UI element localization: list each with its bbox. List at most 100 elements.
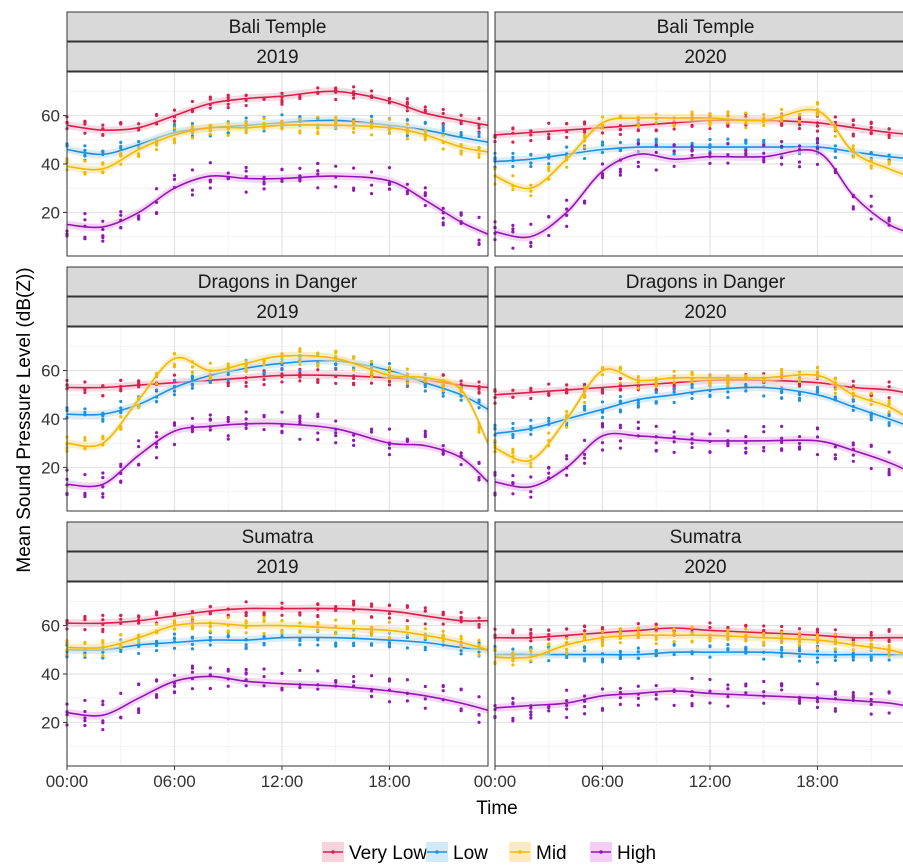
point-low — [744, 141, 748, 145]
point-high — [797, 434, 802, 439]
point-high — [119, 210, 123, 214]
point-high — [565, 457, 569, 461]
panel-sumatra-2020: Sumatra 2020 00:00 06:00 12:00 18:00 — [474, 521, 903, 791]
point-low — [334, 362, 338, 366]
point-mid — [744, 111, 748, 115]
point-very-low — [369, 615, 374, 619]
point-mid — [565, 425, 569, 429]
point-high — [244, 672, 248, 676]
point-very-low — [869, 125, 873, 130]
point-high — [618, 686, 623, 691]
point-mid — [459, 152, 463, 156]
point-mid — [101, 435, 105, 440]
point-low — [477, 406, 481, 410]
point-mid — [582, 634, 587, 638]
point-high — [511, 492, 515, 496]
point-very-low — [441, 610, 445, 614]
point-mid — [387, 131, 392, 136]
point-high — [334, 419, 338, 423]
point-high — [797, 144, 802, 148]
point-very-low — [851, 132, 855, 136]
point-very-low — [833, 628, 837, 632]
point-high — [744, 151, 748, 155]
point-high — [244, 684, 248, 688]
point-high — [352, 438, 356, 442]
strip-year-bg — [66, 551, 489, 582]
point-very-low — [459, 610, 463, 615]
point-mid — [441, 133, 445, 137]
point-very-low — [101, 618, 105, 622]
point-mid — [511, 651, 515, 655]
point-mid — [334, 115, 338, 119]
point-low — [815, 660, 820, 664]
point-very-low — [600, 131, 605, 135]
point-high — [119, 716, 123, 720]
point-low — [851, 654, 855, 658]
point-mid — [244, 123, 248, 127]
point-high — [190, 416, 195, 421]
point-high — [511, 701, 515, 705]
point-mid — [654, 384, 658, 388]
point-high — [851, 441, 855, 445]
point-high — [600, 425, 605, 429]
point-mid — [172, 351, 177, 356]
point-mid — [582, 631, 587, 636]
point-very-low — [423, 105, 427, 109]
point-mid — [636, 630, 640, 635]
point-very-low — [369, 381, 374, 385]
point-high — [369, 192, 374, 196]
point-low — [190, 374, 195, 378]
point-high — [190, 430, 195, 434]
point-low — [618, 394, 623, 399]
point-low — [600, 415, 605, 420]
point-high — [369, 674, 374, 678]
point-mid — [815, 101, 820, 105]
band-high — [67, 419, 488, 491]
point-very-low — [833, 115, 837, 119]
point-mid — [887, 160, 891, 164]
y-tick-label: 60 — [41, 107, 60, 126]
point-mid — [369, 375, 374, 379]
point-very-low — [582, 629, 587, 633]
point-very-low — [119, 387, 123, 391]
point-high — [405, 192, 409, 196]
point-mid — [547, 431, 551, 435]
line-mid — [66, 124, 489, 171]
point-mid — [387, 620, 392, 624]
point-low — [529, 164, 533, 169]
point-very-low — [869, 120, 873, 124]
point-low — [762, 657, 766, 661]
point-high — [600, 441, 605, 445]
point-very-low — [565, 390, 569, 394]
point-low — [459, 133, 463, 137]
point-mid — [654, 121, 658, 125]
point-high — [672, 149, 676, 153]
point-low — [172, 632, 177, 636]
point-high — [423, 706, 427, 710]
strip-year-bg — [494, 41, 903, 72]
point-mid — [262, 618, 266, 623]
point-high — [600, 708, 605, 712]
point-mid — [316, 364, 320, 368]
point-very-low — [477, 391, 481, 395]
point-low — [190, 647, 195, 651]
point-high — [744, 682, 748, 686]
point-low — [690, 382, 694, 387]
point-high — [316, 687, 320, 691]
point-very-low — [547, 121, 551, 125]
point-high — [762, 679, 766, 684]
legend-item-high: High — [590, 842, 656, 864]
point-high — [582, 705, 587, 709]
point-mid — [208, 132, 212, 136]
point-mid — [600, 123, 605, 128]
point-high — [582, 461, 587, 465]
point-very-low — [208, 605, 212, 609]
point-very-low — [423, 609, 427, 613]
point-high — [762, 143, 766, 147]
point-high — [869, 444, 873, 448]
point-high — [119, 691, 123, 695]
point-high — [244, 667, 248, 672]
point-high — [690, 445, 694, 450]
point-high — [529, 222, 533, 226]
line-low — [495, 651, 903, 656]
